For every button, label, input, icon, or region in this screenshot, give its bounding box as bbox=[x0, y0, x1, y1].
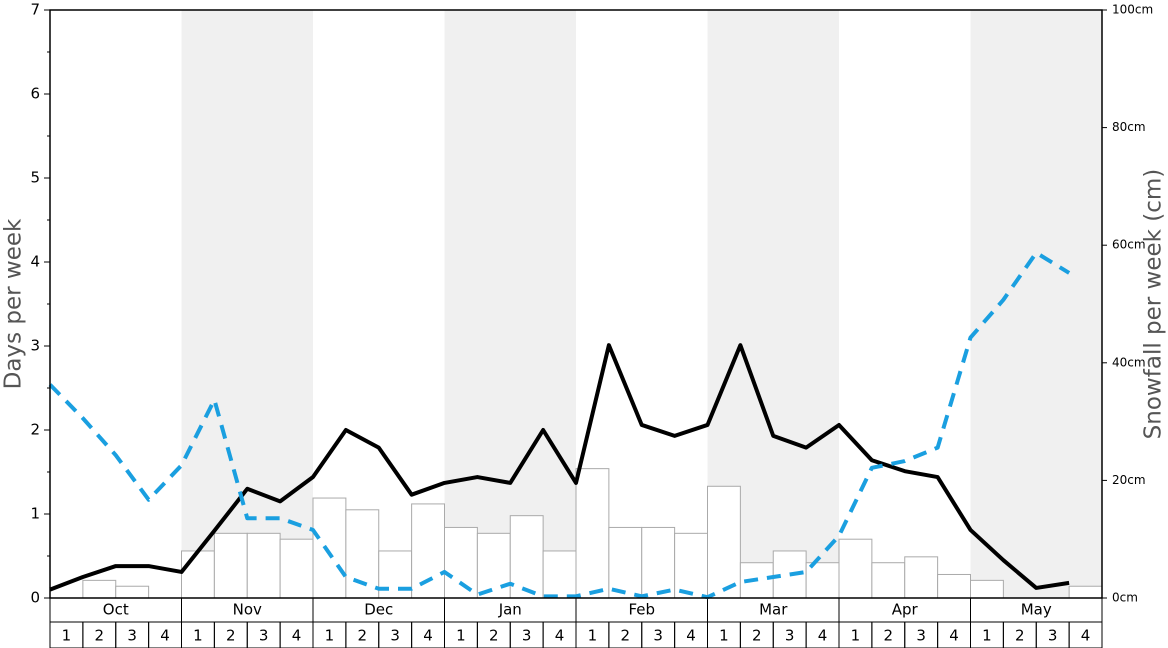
week-label: 3 bbox=[785, 627, 795, 645]
y-tick-label: 1 bbox=[30, 505, 40, 523]
line-series bbox=[48, 250, 1071, 600]
snowfall-bar bbox=[115, 585, 150, 599]
week-label: 1 bbox=[588, 627, 598, 645]
week-label: 4 bbox=[818, 627, 828, 645]
week-label: 3 bbox=[653, 627, 663, 645]
y2-tick-label: 80cm bbox=[1112, 120, 1146, 134]
snowfall-bar bbox=[279, 538, 314, 599]
week-label: 1 bbox=[62, 627, 72, 645]
y-tick-label: 7 bbox=[30, 1, 40, 19]
y2-tick-label: 40cm bbox=[1112, 355, 1146, 369]
snowfall-bar bbox=[378, 550, 413, 599]
y2-tick-label: 100cm bbox=[1112, 3, 1153, 17]
snowfall-bar bbox=[476, 532, 511, 599]
snowfall-bar bbox=[970, 579, 1004, 599]
week-label: 3 bbox=[522, 627, 532, 645]
week-label: 4 bbox=[1081, 627, 1091, 645]
y-tick-label: 2 bbox=[30, 421, 40, 439]
week-label: 1 bbox=[193, 627, 203, 645]
week-label: 4 bbox=[686, 627, 696, 645]
snowfall-bar bbox=[707, 485, 741, 599]
snowfall-bar bbox=[641, 526, 676, 599]
week-label: 2 bbox=[752, 627, 762, 645]
snowfall-bar bbox=[674, 532, 708, 599]
background bbox=[181, 10, 1102, 598]
snowfall-bar bbox=[444, 526, 478, 599]
snowfall-bar bbox=[181, 550, 215, 599]
y-axis-label: Days per week bbox=[1, 218, 27, 389]
y-tick-label: 6 bbox=[30, 85, 40, 103]
week-label: 4 bbox=[555, 627, 565, 645]
month-label: Mar bbox=[759, 601, 788, 619]
month-label: Nov bbox=[233, 601, 262, 619]
week-label: 4 bbox=[949, 627, 959, 645]
y2-axis-label: Snowfall per week (cm) bbox=[1141, 169, 1167, 440]
snowfall-bar bbox=[312, 497, 347, 599]
month-label: Dec bbox=[364, 601, 393, 619]
month-label: Apr bbox=[892, 601, 919, 619]
snowfall-bar bbox=[608, 526, 643, 599]
week-label: 2 bbox=[226, 627, 236, 645]
month-label: May bbox=[1021, 601, 1052, 619]
week-label: 2 bbox=[489, 627, 499, 645]
week-label: 1 bbox=[719, 627, 729, 645]
week-label: 4 bbox=[292, 627, 302, 645]
snowfall-bar bbox=[509, 515, 544, 599]
month-band bbox=[444, 10, 576, 598]
y-tick-label: 5 bbox=[30, 169, 40, 187]
week-label: 1 bbox=[851, 627, 861, 645]
week-cell bbox=[1068, 621, 1103, 648]
snowfall-bar bbox=[904, 556, 939, 599]
week-label: 4 bbox=[423, 627, 433, 645]
month-band bbox=[970, 10, 1102, 598]
y2-tick-label: 20cm bbox=[1112, 473, 1146, 487]
month-label: Oct bbox=[103, 601, 129, 619]
snowfall-bar bbox=[1068, 585, 1103, 599]
week-label: 2 bbox=[1015, 627, 1025, 645]
y2-tick-label: 60cm bbox=[1112, 238, 1146, 252]
snowfall-bar bbox=[411, 503, 445, 599]
month-band bbox=[181, 10, 313, 598]
week-label: 2 bbox=[358, 627, 368, 645]
week-label: 2 bbox=[95, 627, 105, 645]
snowfall-bar bbox=[937, 573, 971, 599]
month-label: Feb bbox=[628, 601, 655, 619]
y-tick-label: 3 bbox=[30, 337, 40, 355]
month-label: Jan bbox=[498, 601, 522, 619]
plot-frame bbox=[49, 9, 1103, 599]
line-series bbox=[49, 343, 1070, 592]
week-label: 2 bbox=[621, 627, 631, 645]
week-label: 4 bbox=[160, 627, 170, 645]
snowfall-bar bbox=[542, 550, 577, 599]
y-tick-label: 0 bbox=[30, 589, 40, 607]
week-label: 3 bbox=[127, 627, 137, 645]
week-label: 1 bbox=[982, 627, 992, 645]
week-label: 1 bbox=[456, 627, 466, 645]
week-label: 3 bbox=[390, 627, 400, 645]
snowfall-bar bbox=[575, 468, 610, 599]
snowfall-bar bbox=[213, 532, 248, 599]
week-label: 3 bbox=[259, 627, 269, 645]
snowfall-bar bbox=[838, 538, 873, 599]
y-tick-label: 4 bbox=[30, 253, 40, 271]
week-label: 2 bbox=[884, 627, 894, 645]
snowfall-bar bbox=[246, 532, 281, 599]
week-label: 1 bbox=[325, 627, 335, 645]
snowfall-bar bbox=[82, 579, 117, 599]
week-label: 3 bbox=[916, 627, 926, 645]
week-label: 3 bbox=[1048, 627, 1058, 645]
snowfall-bar bbox=[871, 562, 906, 599]
snowfall-bar bbox=[805, 562, 840, 599]
y2-tick-label: 0cm bbox=[1112, 591, 1138, 605]
